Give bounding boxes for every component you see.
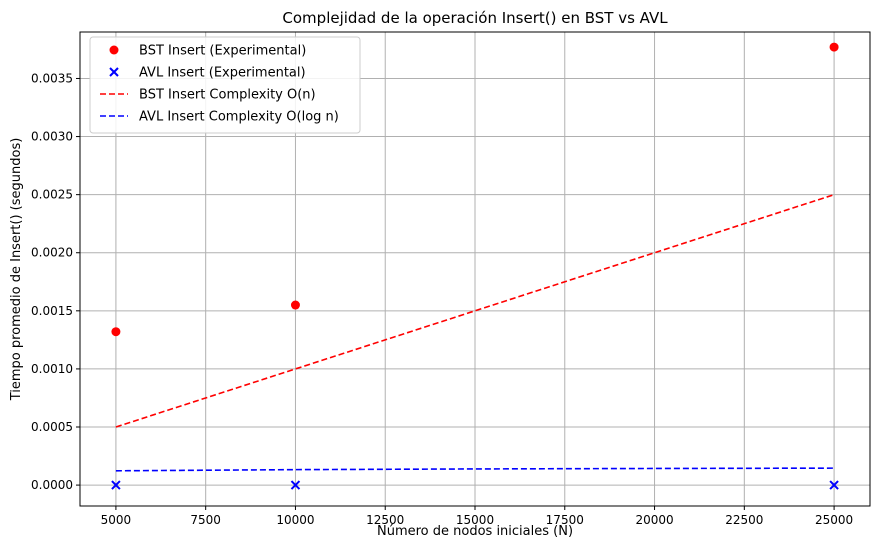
data-point: [829, 480, 839, 490]
legend-swatch: [109, 67, 119, 77]
legend-swatch-stroke: [109, 67, 119, 77]
y-tick-label: 0.0010: [31, 362, 73, 376]
y-tick-label: 0.0005: [31, 420, 73, 434]
series-line: [115, 467, 835, 472]
data-point-stroke: [111, 480, 121, 490]
x-tick-label: 22500: [725, 513, 763, 527]
y-tick-label: 0.0025: [31, 188, 73, 202]
data-point: [829, 42, 839, 52]
legend-item: AVL Insert Complexity O(log n): [100, 110, 339, 125]
y-axis: 0.0000 0.0005 0.0010 0.0015 0.0020 0.0025 0.00…: [31, 71, 80, 492]
legend-label: AVL Insert (Experimental): [139, 66, 306, 81]
x-tick-label: 15000: [456, 513, 494, 527]
x-axis: 5000 7500 10000 12500 15000 17500 20000 22500 25…: [101, 506, 853, 527]
x-tick-label: 7500: [190, 513, 221, 527]
data-point: [290, 480, 301, 490]
x-tick-label: 5000: [101, 513, 132, 527]
data-point-stroke: [829, 480, 839, 490]
legend-item: AVL Insert (Experimental): [109, 66, 306, 81]
y-tick-label: 0.0000: [31, 478, 73, 492]
x-tick-label: 10000: [276, 513, 314, 527]
legend-label: BST Insert (Experimental): [139, 44, 306, 59]
y-tick-label: 0.0030: [31, 130, 73, 144]
x-tick-label: 17500: [546, 513, 584, 527]
x-axis-label: Número de nodos iniciales (N): [377, 524, 573, 539]
data-point-stroke: [290, 480, 301, 490]
legend-label: BST Insert Complexity O(n): [139, 88, 316, 103]
data-point: [111, 327, 121, 337]
legend-item: BST Insert (Experimental): [109, 44, 306, 59]
x-tick-label: 12500: [366, 513, 404, 527]
data-point: [290, 300, 300, 310]
y-tick-label: 0.0015: [31, 304, 73, 318]
chart-title: Complejidad de la operación Insert() en …: [282, 9, 668, 27]
plot-series: [111, 42, 839, 490]
legend-item: BST Insert Complexity O(n): [100, 88, 316, 103]
y-axis-label: Tiempo promedio de Insert() (segundos): [9, 138, 24, 402]
y-tick-label: 0.0035: [31, 71, 73, 85]
legend-box: [89, 36, 361, 134]
legend-label: AVL Insert Complexity O(log n): [139, 110, 339, 125]
legend: BST Insert (Experimental) AVL Insert (Exp…: [89, 36, 361, 134]
y-tick-label: 0.0020: [31, 246, 73, 260]
legend-swatch: [109, 45, 119, 55]
data-point: [111, 480, 121, 490]
x-tick-label: 25000: [815, 513, 853, 527]
x-tick-label: 20000: [635, 513, 673, 527]
